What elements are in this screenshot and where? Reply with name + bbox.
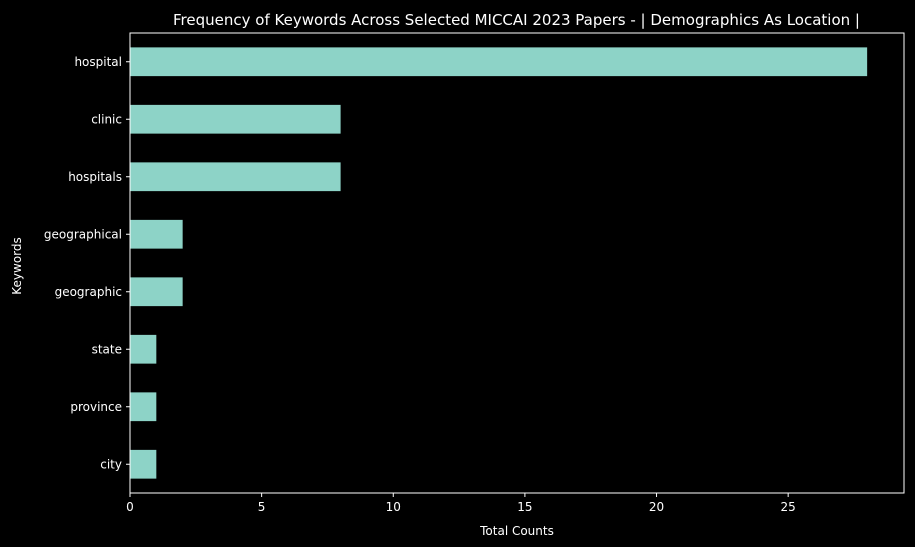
y-tick-label: geographical — [44, 227, 122, 241]
y-tick-label: hospitals — [68, 170, 122, 184]
bars-layer — [130, 47, 868, 479]
bar-hospital — [130, 47, 868, 77]
y-axis-ticks: hospital clinic hospitals geographical geogr… — [44, 55, 130, 471]
x-tick-label: 0 — [126, 500, 134, 514]
y-tick-label: city — [100, 457, 122, 471]
y-tick-label: geographic — [55, 285, 122, 299]
x-tick-label: 5 — [258, 500, 266, 514]
x-tick-label: 10 — [386, 500, 401, 514]
bar-city — [130, 449, 157, 479]
bar-geographical — [130, 219, 183, 249]
x-tick-label: 20 — [649, 500, 664, 514]
y-tick-label: hospital — [74, 55, 122, 69]
bar-geographic — [130, 277, 183, 307]
bar-clinic — [130, 104, 341, 134]
y-tick-label: state — [92, 342, 122, 356]
bar-province — [130, 392, 157, 422]
x-axis-label: Total Counts — [479, 524, 554, 538]
chart-title: Frequency of Keywords Across Selected MI… — [173, 11, 860, 29]
y-tick-label: province — [70, 400, 122, 414]
bar-hospitals — [130, 162, 341, 192]
x-tick-label: 15 — [517, 500, 532, 514]
x-tick-label: 25 — [781, 500, 796, 514]
bar-state — [130, 334, 157, 364]
plot-frame — [129, 32, 905, 494]
y-tick-label: clinic — [91, 112, 122, 126]
y-axis-label: Keywords — [10, 237, 24, 295]
x-axis-ticks: 0 5 10 15 20 25 — [126, 493, 796, 514]
